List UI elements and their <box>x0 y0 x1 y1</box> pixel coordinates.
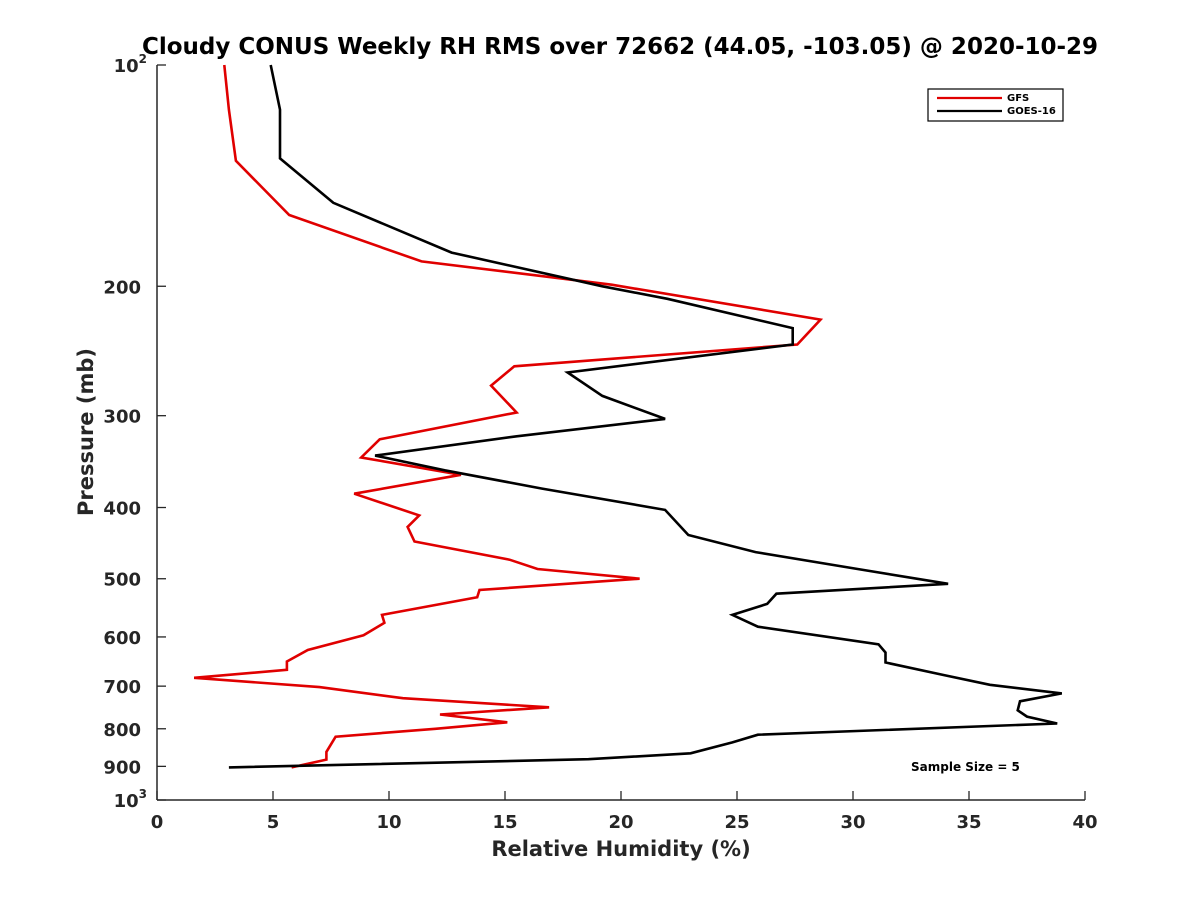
x-tick-label: 10 <box>376 812 401 833</box>
x-ticks: 0 5 10 15 20 25 30 35 40 <box>151 791 1098 833</box>
y-tick-base: 10 <box>114 56 139 77</box>
y-tick-label: 900 <box>103 757 141 778</box>
y-tick-label: 600 <box>103 628 141 649</box>
y-tick-label: 400 <box>103 499 141 520</box>
y-tick-base: 10 <box>114 791 139 812</box>
y-axis-label: Pressure (mb) <box>74 348 98 516</box>
legend-label-goes16: GOES-16 <box>1007 106 1056 117</box>
x-tick-label: 40 <box>1072 812 1097 833</box>
y-tick-exponent: 3 <box>139 787 147 801</box>
y-tick-label: 102 <box>114 52 147 77</box>
series-line-gfs <box>193 64 824 769</box>
x-tick-label: 25 <box>724 812 749 833</box>
sample-size-annotation: Sample Size = 5 <box>911 760 1020 774</box>
x-tick-label: 0 <box>151 812 164 833</box>
x-tick-label: 30 <box>840 812 865 833</box>
x-tick-label: 15 <box>492 812 517 833</box>
x-tick-label: 35 <box>956 812 981 833</box>
y-tick-label: 500 <box>103 570 141 591</box>
chart-title: Cloudy CONUS Weekly RH RMS over 72662 (4… <box>142 34 1098 60</box>
series-layer <box>193 64 1063 769</box>
y-tick-label: 800 <box>103 720 141 741</box>
legend-box <box>927 88 1064 122</box>
y-tick-exponent: 2 <box>139 52 147 66</box>
x-tick-label: 20 <box>608 812 633 833</box>
legend-label-gfs: GFS <box>1007 93 1029 104</box>
y-tick-label: 200 <box>103 277 141 298</box>
y-tick-label: 300 <box>103 407 141 428</box>
legend: GFS GOES-16 <box>927 88 1064 122</box>
x-axis-label: Relative Humidity (%) <box>491 837 750 861</box>
series-line-goes16 <box>228 64 1063 769</box>
y-tick-label: 700 <box>103 677 141 698</box>
y-tick-label: 103 <box>114 787 147 812</box>
x-tick-label: 5 <box>267 812 280 833</box>
